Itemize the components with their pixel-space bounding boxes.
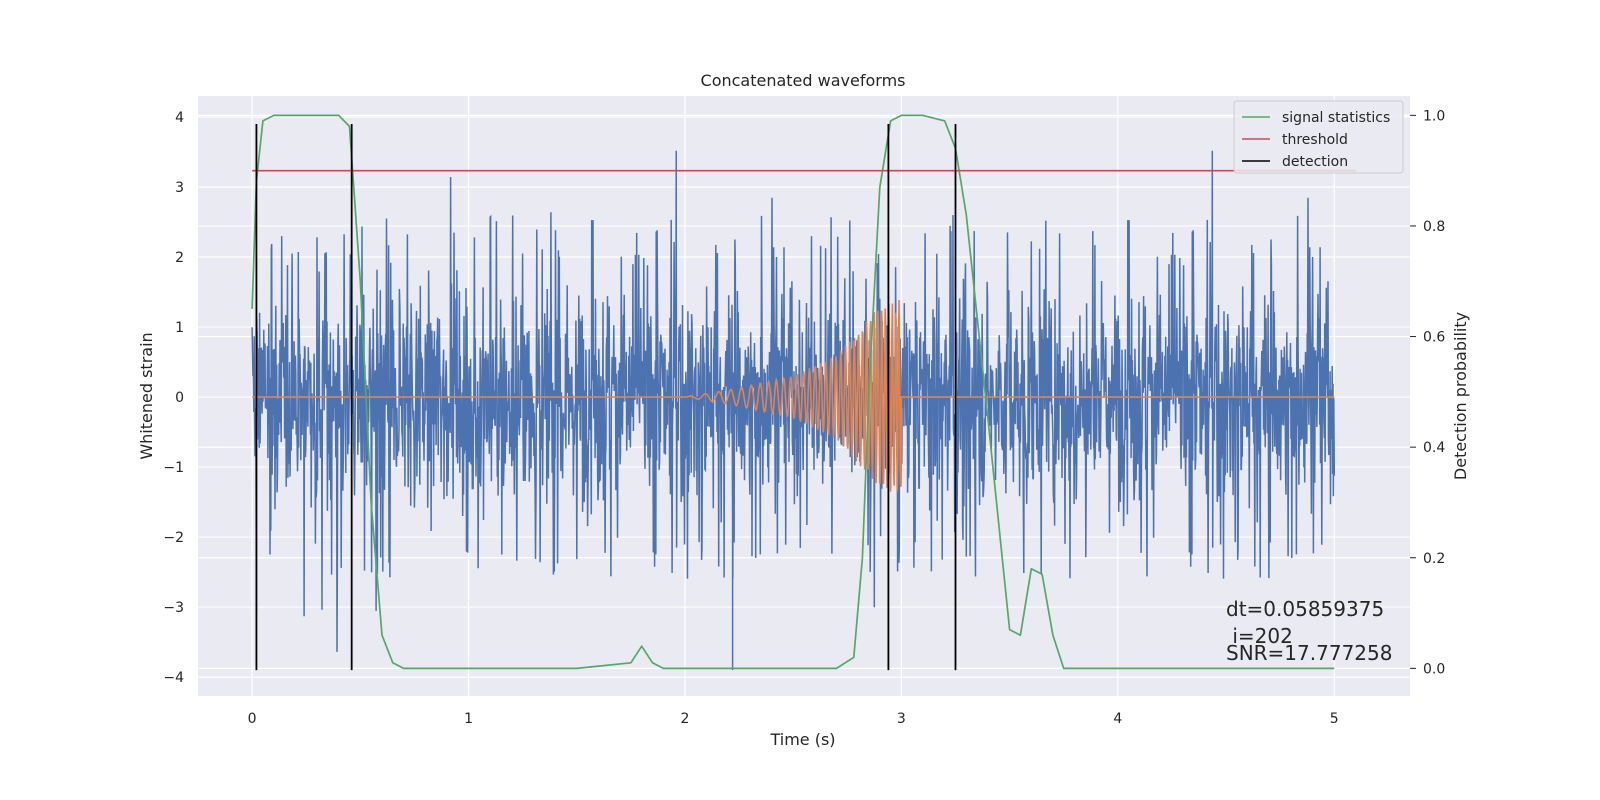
x-tick-label: 5 <box>1330 711 1339 727</box>
signal-statistics-line <box>251 114 1335 670</box>
x-tick-label: 4 <box>1113 711 1122 727</box>
annotation-snr: SNR=17.777258 <box>1226 641 1392 665</box>
y-tick-label: 3 <box>175 180 184 196</box>
x-tick-label: 0 <box>248 711 257 727</box>
x-axis-ticks: 0 1 2 3 4 5 <box>248 711 1339 727</box>
y2-tick-label: 0.6 <box>1423 330 1445 346</box>
chart-title: Concatenated waveforms <box>701 71 906 90</box>
legend-label-signal-statistics: signal statistics <box>1282 110 1390 126</box>
y2-axis-ticks: 1.0 0.8 0.6 0.4 0.2 0.0 <box>1410 108 1445 677</box>
y-tick-label: 1 <box>175 320 184 336</box>
legend-box <box>1233 100 1404 174</box>
y-tick-label: −3 <box>163 600 184 616</box>
template-series <box>252 299 1335 492</box>
y-tick-label: −1 <box>163 460 184 476</box>
x-tick-label: 2 <box>681 711 690 727</box>
y-axis-ticks: 4 3 2 1 0 −1 −2 −3 −4 <box>163 110 184 686</box>
y-tick-label: −4 <box>163 670 184 686</box>
y2-tick-label: 1.0 <box>1423 108 1445 124</box>
legend-label-threshold: threshold <box>1282 132 1348 148</box>
y-tick-label: 0 <box>175 390 184 406</box>
y2-tick-label: 0.4 <box>1423 440 1445 456</box>
legend-label-detection: detection <box>1282 154 1348 170</box>
y2-tick-label: 0.8 <box>1423 219 1445 235</box>
x-tick-label: 1 <box>464 711 473 727</box>
x-tick-label: 3 <box>897 711 906 727</box>
annotation-i: i=202 <box>1226 624 1293 648</box>
annotation-dt: dt=0.05859375 <box>1226 597 1384 621</box>
y2-tick-label: 0.0 <box>1423 661 1445 677</box>
y-tick-label: 2 <box>175 250 184 266</box>
legend: signal statistics threshold detection <box>1233 100 1404 174</box>
annotation-block: dt=0.05859375 i=202 SNR=17.777258 <box>1226 597 1392 665</box>
template-line <box>252 299 1335 492</box>
y2-tick-label: 0.2 <box>1423 551 1445 567</box>
signal-statistics-series <box>251 114 1356 670</box>
detection-lines <box>255 124 957 671</box>
y-axis-label: Whitened strain <box>137 332 156 459</box>
x-axis-label: Time (s) <box>769 730 835 749</box>
y2-axis-label: Detection probability <box>1451 312 1470 480</box>
y-tick-label: 4 <box>175 110 184 126</box>
y-tick-label: −2 <box>163 530 184 546</box>
